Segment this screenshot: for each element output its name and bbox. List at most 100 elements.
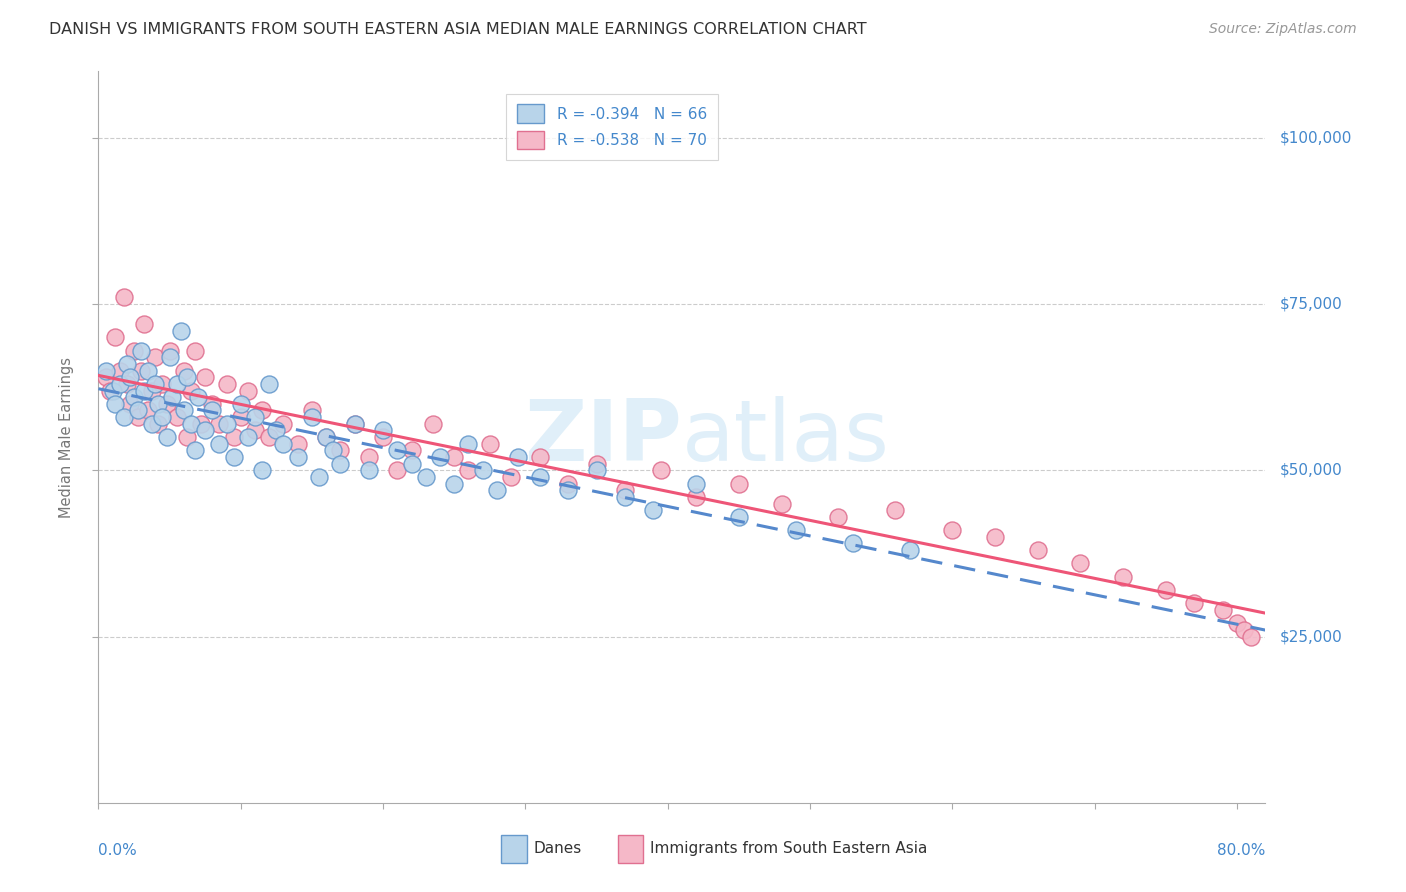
Legend: R = -0.394   N = 66, R = -0.538   N = 70: R = -0.394 N = 66, R = -0.538 N = 70 <box>506 94 717 160</box>
Point <box>127 403 149 417</box>
Point <box>122 390 145 404</box>
Point <box>208 436 231 450</box>
Point <box>1226 616 1249 631</box>
Point <box>176 430 198 444</box>
Text: Immigrants from South Eastern Asia: Immigrants from South Eastern Asia <box>651 841 928 856</box>
Point <box>222 430 245 444</box>
Point <box>159 351 181 365</box>
Point <box>122 343 145 358</box>
Point <box>685 476 707 491</box>
Point <box>94 363 117 377</box>
Point <box>266 424 288 438</box>
Point <box>1069 557 1091 571</box>
Point <box>329 443 352 458</box>
Point <box>1154 582 1177 597</box>
Point <box>236 384 259 398</box>
Point <box>457 436 479 450</box>
Point <box>229 410 252 425</box>
Point <box>215 376 238 391</box>
Point <box>115 357 138 371</box>
Point <box>301 410 323 425</box>
Point <box>243 424 266 438</box>
Text: $25,000: $25,000 <box>1279 629 1343 644</box>
Point <box>170 324 193 338</box>
Point <box>143 351 166 365</box>
Point <box>127 410 149 425</box>
Point <box>236 430 259 444</box>
Point <box>201 397 224 411</box>
Point <box>104 330 127 344</box>
Point <box>727 509 749 524</box>
Point <box>243 410 266 425</box>
Point <box>118 397 141 411</box>
Text: ZIP: ZIP <box>524 395 682 479</box>
Point <box>156 430 179 444</box>
Point <box>727 476 749 491</box>
Point <box>187 390 209 404</box>
Text: $50,000: $50,000 <box>1279 463 1343 478</box>
Point <box>176 370 198 384</box>
Point <box>471 463 494 477</box>
Point <box>194 424 217 438</box>
Point <box>614 490 637 504</box>
Point <box>827 509 849 524</box>
Text: $75,000: $75,000 <box>1279 297 1343 311</box>
Point <box>141 417 163 431</box>
Point <box>401 443 423 458</box>
Text: $100,000: $100,000 <box>1279 130 1351 145</box>
Point <box>401 457 423 471</box>
Point <box>257 430 280 444</box>
Point <box>190 417 212 431</box>
Point <box>250 403 273 417</box>
Point <box>478 436 501 450</box>
Point <box>371 424 394 438</box>
Point <box>387 463 409 477</box>
Point <box>508 450 530 464</box>
Point <box>685 490 707 504</box>
Point <box>650 463 672 477</box>
Point <box>94 370 117 384</box>
Point <box>1212 603 1234 617</box>
Point <box>501 470 523 484</box>
Point <box>984 530 1007 544</box>
Point <box>585 457 607 471</box>
Point <box>357 463 380 477</box>
Point <box>941 523 963 537</box>
Point <box>884 503 907 517</box>
Point <box>194 370 217 384</box>
Point <box>173 403 195 417</box>
FancyBboxPatch shape <box>501 835 527 863</box>
Point <box>343 417 366 431</box>
Point <box>257 376 280 391</box>
Point <box>387 443 409 458</box>
Point <box>841 536 863 550</box>
Point <box>429 450 451 464</box>
Point <box>643 503 665 517</box>
Point <box>273 436 295 450</box>
Point <box>614 483 637 498</box>
Point <box>112 290 135 304</box>
Point <box>443 476 465 491</box>
Point <box>315 430 337 444</box>
Point <box>148 397 170 411</box>
Point <box>485 483 508 498</box>
Point <box>180 417 202 431</box>
Point <box>132 317 155 331</box>
Point <box>162 390 184 404</box>
Point <box>132 384 155 398</box>
Point <box>301 403 323 417</box>
Point <box>208 417 231 431</box>
Point <box>108 376 131 391</box>
Point <box>136 363 159 377</box>
Text: DANISH VS IMMIGRANTS FROM SOUTH EASTERN ASIA MEDIAN MALE EARNINGS CORRELATION CH: DANISH VS IMMIGRANTS FROM SOUTH EASTERN … <box>49 22 868 37</box>
Point <box>329 457 352 471</box>
Text: Source: ZipAtlas.com: Source: ZipAtlas.com <box>1209 22 1357 37</box>
Point <box>1233 623 1256 637</box>
Point <box>215 417 238 431</box>
Point <box>173 363 195 377</box>
Point <box>557 483 579 498</box>
Point <box>557 476 579 491</box>
Point <box>315 430 337 444</box>
Point <box>166 376 188 391</box>
Point <box>415 470 437 484</box>
